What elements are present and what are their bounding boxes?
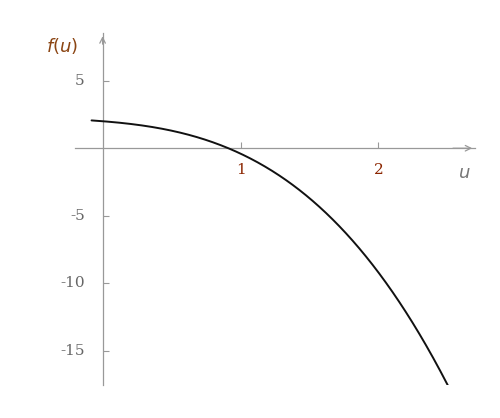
Text: -10: -10 — [60, 276, 84, 290]
Text: 1: 1 — [236, 163, 246, 177]
Text: $f(u)$: $f(u)$ — [46, 36, 78, 56]
Text: -15: -15 — [60, 344, 84, 358]
Text: -5: -5 — [70, 209, 84, 223]
Text: $u$: $u$ — [458, 164, 470, 182]
Text: 5: 5 — [75, 74, 85, 88]
Text: 2: 2 — [374, 163, 384, 177]
